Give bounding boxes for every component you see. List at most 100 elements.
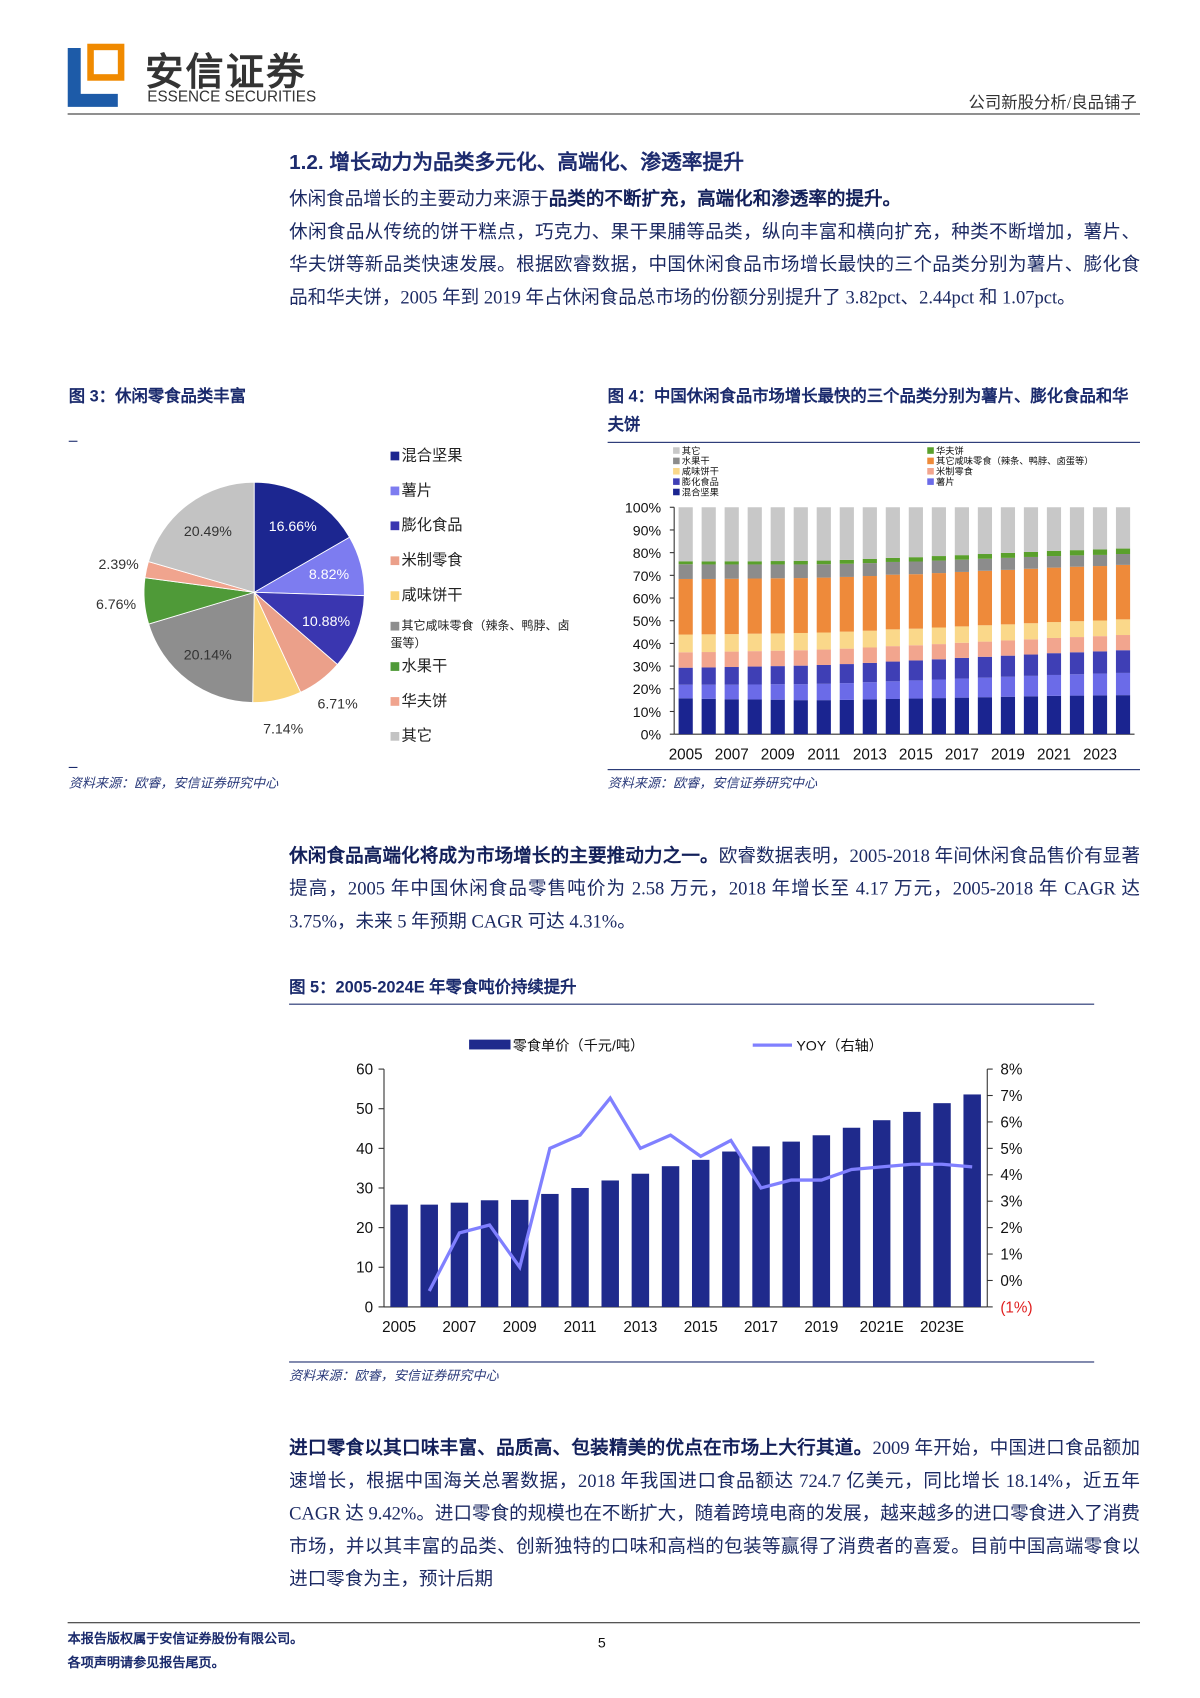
bar-segment: [793, 632, 808, 651]
bar-segment: [931, 573, 946, 628]
bar-segment: [1069, 695, 1085, 735]
figure-title: 图 3：休闲零食品类丰富: [68, 387, 247, 406]
bar-segment: [908, 660, 923, 681]
bar-segment: [977, 558, 993, 571]
bar-segment: [1069, 652, 1085, 675]
bar-segment: [1000, 640, 1016, 656]
x-tick-label: 2007: [442, 1319, 476, 1336]
bar: [842, 1127, 861, 1307]
bar-segment: [839, 683, 854, 700]
bar-segment: [816, 649, 831, 665]
header-rule: [67, 113, 1140, 115]
bar: [631, 1173, 650, 1307]
legend-swatch: [390, 697, 400, 707]
legend-label: 米制零食: [936, 466, 974, 477]
bar-segment: [954, 559, 969, 572]
bar-segment: [1115, 672, 1131, 696]
pie-slice: [253, 481, 351, 594]
x-tick-label: 2021: [1037, 746, 1071, 763]
bar-segment: [701, 561, 716, 565]
bar: [722, 1151, 740, 1307]
bar-segment: [885, 561, 900, 575]
bar-segment: [1092, 673, 1108, 696]
bar: [390, 1204, 408, 1307]
bar-segment: [1092, 636, 1108, 652]
bar-segment: [701, 634, 716, 653]
y-tick-label: 40%: [633, 637, 662, 653]
figure-rule: [607, 769, 1140, 771]
legend-label: 米制零食: [401, 550, 463, 569]
bar-segment: [701, 652, 716, 668]
x-tick-label: 2021E: [860, 1319, 904, 1336]
bar-segment: [1069, 550, 1085, 556]
bar-segment: [862, 647, 877, 663]
section-title: 1.2. 增长动力为品类多元化、高端化、渗透率提升: [289, 151, 744, 175]
bar-segment: [770, 633, 785, 651]
bar: [480, 1200, 499, 1307]
bar: [661, 1166, 680, 1307]
y2-tick-label: 3%: [1000, 1194, 1022, 1211]
pie-slice: [252, 591, 365, 666]
bar-segment: [1115, 554, 1131, 565]
bar: [903, 1111, 921, 1307]
bar-segment: [931, 627, 946, 645]
legend-label: 华夫饼: [401, 691, 448, 710]
bar-segment: [931, 679, 946, 699]
text: 休闲食品从传统的饼干糕点，巧克力、果干果脯等品类，纵向丰富和横向扩充，种类不断增…: [289, 221, 1140, 308]
legend-label: 水果干: [401, 656, 448, 675]
bar-segment: [862, 699, 877, 735]
bar-segment: [1023, 568, 1039, 624]
bold-text: 进口零食以其口味丰富、品质高、包装精美的优点在市场上大行其道。: [289, 1437, 873, 1459]
legend-item: 其它: [390, 724, 432, 746]
bar-segment: [1115, 695, 1131, 735]
notice: 各项声明请参见报告尾页。: [67, 1654, 225, 1671]
bar-segment: [724, 578, 739, 635]
bar-segment: [770, 564, 785, 579]
x-tick-label: 2007: [715, 746, 749, 763]
footer-rule: [67, 1622, 1140, 1624]
bar-segment: [1046, 567, 1062, 623]
bar: [450, 1202, 469, 1307]
bar-segment: [724, 634, 739, 652]
bar-segment: [885, 699, 900, 735]
bar-segment: [954, 678, 969, 698]
x-tick-label: 2013: [853, 746, 887, 763]
bar-segment: [1000, 569, 1016, 625]
bar-segment: [747, 651, 762, 667]
figure-rule: [289, 1361, 1095, 1363]
legend-item: 膨化食品: [390, 514, 463, 536]
bar: [511, 1199, 529, 1307]
bar-segment: [701, 698, 716, 735]
x-tick-label: 2019: [804, 1319, 838, 1336]
bar-segment: [1000, 676, 1016, 697]
bar-segment: [816, 683, 831, 701]
legend-swatch: [390, 486, 400, 496]
copyright: 本报告版权属于安信证券股份有限公司。: [67, 1630, 304, 1647]
bar-segment: [954, 642, 969, 658]
bar-segment: [885, 646, 900, 662]
bar-segment: [931, 659, 946, 680]
y2-tick-label: 2%: [1000, 1220, 1022, 1237]
bar-segment: [747, 633, 762, 652]
legend-label: 零食单价（千元/吨）: [513, 1038, 644, 1055]
bar-segment: [770, 561, 785, 565]
data-label: 20.49%: [184, 524, 232, 540]
legend-item: 薯片: [390, 479, 432, 501]
bar-segment: [931, 507, 946, 557]
paragraph: 休闲食品从传统的饼干糕点，巧克力、果干果脯等品类，纵向丰富和横向扩充，种类不断增…: [289, 216, 1140, 314]
bar-segment: [839, 664, 854, 684]
bar-segment: [701, 507, 716, 562]
bar-segment: [678, 667, 693, 685]
bar-segment: [862, 630, 877, 648]
bar-segment: [770, 699, 785, 735]
bar-segment: [793, 700, 808, 735]
y-tick-label: 20: [356, 1220, 373, 1237]
bar: [601, 1180, 619, 1307]
line: [427, 1095, 973, 1292]
bar: [963, 1094, 981, 1307]
logo-icon: [67, 43, 125, 107]
legend-swatch: [673, 478, 680, 485]
bar-segment: [816, 560, 831, 565]
data-label: 10.88%: [302, 614, 350, 630]
